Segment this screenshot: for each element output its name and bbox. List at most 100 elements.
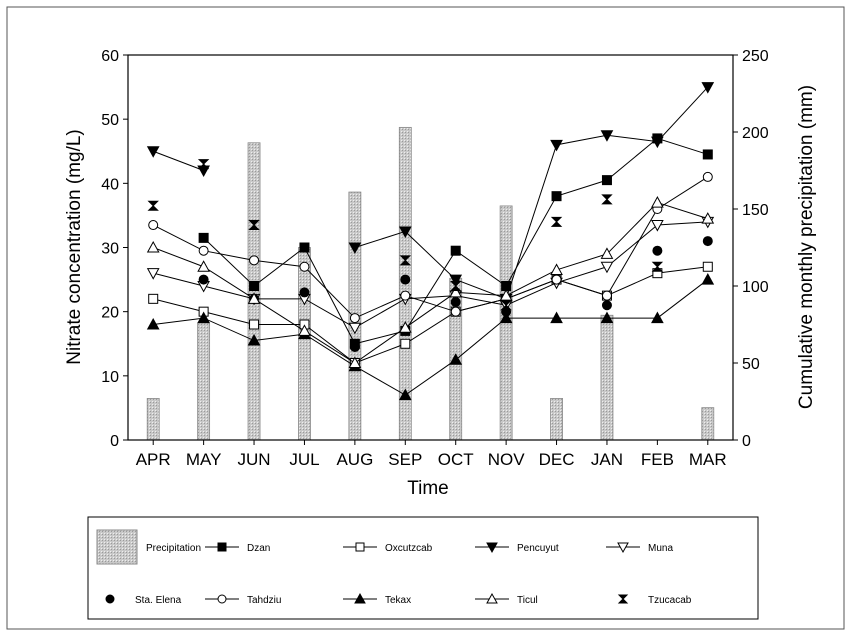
y-right-tick-label: 200 (742, 125, 769, 142)
data-point (600, 311, 614, 324)
precipitation-bar (197, 322, 211, 441)
data-point (197, 159, 210, 170)
precipitation-bar (600, 314, 614, 441)
data-point (550, 139, 563, 152)
data-point (105, 594, 115, 604)
data-point (248, 220, 260, 231)
data-point (398, 226, 412, 238)
data-point (601, 175, 612, 186)
data-point (486, 592, 498, 604)
series-muna (146, 216, 715, 335)
legend: Precipitation Dzan Oxcutzcab Pencuyut Muna St… (87, 516, 759, 620)
data-point (702, 236, 713, 247)
legend-label-precipitation: Precipitation (146, 543, 201, 554)
data-point (550, 263, 563, 275)
data-point (198, 245, 209, 256)
data-point (348, 356, 362, 368)
data-point (702, 171, 713, 182)
legend-label: Tahdziu (247, 595, 281, 606)
data-point (249, 255, 260, 266)
precipitation-bar (550, 398, 563, 441)
y-left-tick-label: 20 (101, 305, 119, 322)
legend-label: Muna (648, 543, 673, 554)
x-tick-label: MAY (186, 450, 222, 469)
data-point (701, 273, 715, 285)
series-line (152, 176, 709, 319)
data-point (148, 293, 159, 304)
data-point (249, 319, 260, 330)
legend-label: Ticul (517, 595, 538, 606)
legend-label: Oxcutzcab (385, 543, 433, 554)
data-point (600, 261, 614, 274)
data-point (500, 300, 512, 311)
y-right-tick-label: 0 (742, 433, 751, 450)
data-point (617, 594, 629, 604)
data-point (400, 338, 411, 349)
data-point (600, 247, 614, 259)
data-point (651, 196, 664, 208)
plot-area (146, 82, 715, 441)
data-point (550, 311, 563, 324)
outer-border (6, 6, 845, 630)
legend-swatch-precipitation (96, 529, 138, 565)
series-tzucacab (147, 159, 664, 311)
precipitation-bar (146, 398, 160, 441)
legend-label: Tzucacab (648, 595, 692, 606)
x-tick-label: OCT (438, 450, 474, 469)
data-point (148, 220, 159, 231)
series-line (354, 86, 709, 300)
data-point (601, 300, 612, 311)
y-right-tick-label: 100 (742, 279, 769, 296)
data-point (299, 242, 310, 253)
precipitation-bar (247, 142, 261, 441)
data-point (449, 353, 463, 365)
data-point (147, 200, 159, 211)
data-point (349, 341, 360, 352)
data-point (400, 274, 411, 285)
x-tick-label: SEP (388, 450, 422, 469)
x-tick-label: FEB (641, 450, 674, 469)
data-point (702, 261, 713, 272)
y-left-tick-label: 60 (101, 48, 119, 65)
data-point (247, 334, 261, 346)
x-axis-label: Time (407, 478, 449, 499)
data-point (551, 191, 562, 202)
x-tick-label: AUG (336, 450, 373, 469)
precipitation-bar (701, 407, 715, 441)
data-point (701, 212, 715, 224)
data-point (354, 592, 366, 604)
y-left-tick-label: 40 (101, 176, 119, 193)
data-point (398, 321, 412, 333)
data-point (400, 290, 411, 301)
data-point (551, 274, 562, 285)
data-point (617, 542, 629, 554)
y-left-tick-label: 30 (101, 241, 119, 258)
series-tekax (146, 273, 715, 401)
data-point (449, 285, 463, 298)
series-pencuyut (146, 82, 715, 306)
x-tick-label: MAR (689, 450, 727, 469)
x-tick-label: DEC (539, 450, 575, 469)
data-point (651, 311, 664, 324)
plot-border (127, 54, 734, 441)
data-point (198, 274, 209, 285)
data-point (348, 242, 362, 255)
data-point (651, 261, 664, 272)
data-point (146, 317, 160, 330)
data-point (217, 594, 227, 604)
axes: 0 10 20 30 40 50 60 0 50 100 150 200 250 APR MAY JUN JUL… (101, 48, 769, 469)
y-axis-right-label: Cumulative monthly precipitation (mm) (796, 85, 817, 409)
series-line (153, 221, 708, 329)
data-point (450, 297, 461, 308)
data-point (449, 274, 463, 287)
data-point (355, 542, 365, 552)
data-point (217, 542, 227, 552)
y-left-tick-label: 50 (101, 112, 119, 129)
series-line (153, 150, 204, 171)
series-oxcutzcab (148, 261, 713, 368)
data-point (601, 290, 612, 301)
data-point (450, 281, 462, 291)
data-point (398, 388, 412, 401)
legend-label: Tekax (385, 595, 411, 606)
data-point (652, 245, 663, 256)
